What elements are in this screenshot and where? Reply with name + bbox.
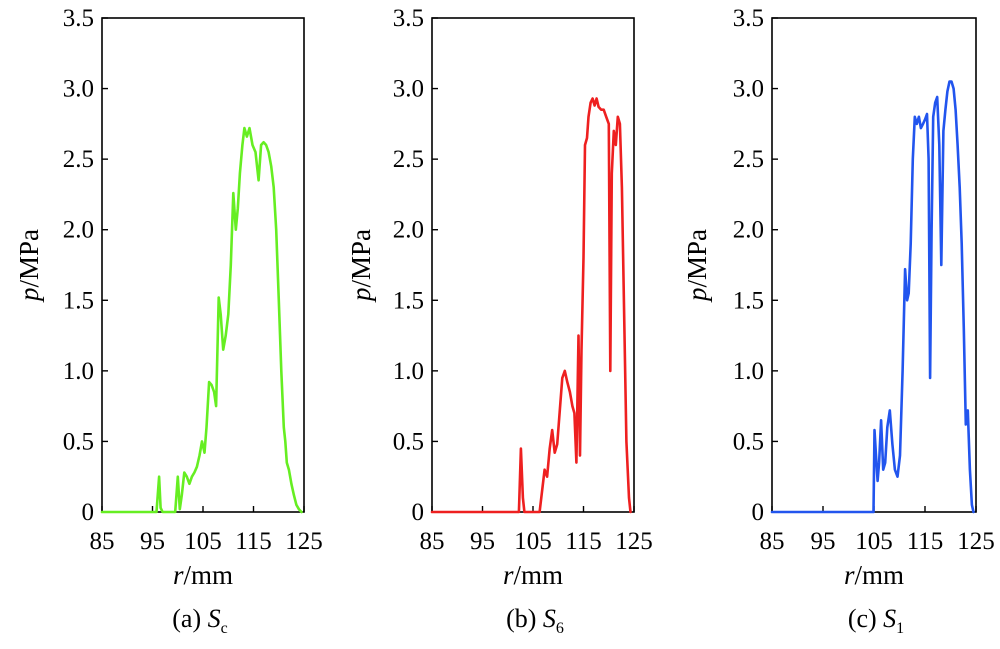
x-axis-label: r/mm <box>173 560 233 590</box>
y-tick-label: 3.5 <box>733 5 764 32</box>
y-tick-label: 2.0 <box>393 217 424 244</box>
plot-frame <box>431 17 635 513</box>
y-tick-label: 3.0 <box>733 76 764 103</box>
y-tick-label: 2.0 <box>63 217 94 244</box>
y-tick-label: 1.0 <box>393 358 424 385</box>
y-tick-label: 3.0 <box>63 76 94 103</box>
series-line <box>100 126 303 514</box>
y-tick-label: 1.0 <box>733 358 764 385</box>
x-tick-label: 105 <box>514 528 552 555</box>
y-tick-label: 0.5 <box>63 428 94 455</box>
x-axis-label: r/mm <box>503 560 563 590</box>
y-axis-label: p/MPa <box>682 229 712 303</box>
x-tick-label: 125 <box>285 528 323 555</box>
panel-caption: (b) S6 <box>506 604 564 637</box>
panel-caption: (c) S1 <box>848 604 904 637</box>
y-tick-label: 0.5 <box>733 428 764 455</box>
chart-panel-3: 0 0.5 1.0 1.5 2.0 2.5 3.0 3.5 85 95 105 115 125 r/mm p… <box>682 5 995 637</box>
y-tick-label: 2.5 <box>733 146 764 173</box>
x-tick-label: 85 <box>420 528 445 555</box>
y-tick-label: 0 <box>82 499 95 526</box>
y-tick-label: 1.0 <box>63 358 94 385</box>
x-tick-label: 95 <box>140 528 165 555</box>
chart-panel-2: 0 0.5 1.0 1.5 2.0 2.5 3.0 3.5 85 95 105 115 125 r/mm p… <box>346 5 653 637</box>
y-tick-label: 0.5 <box>393 428 424 455</box>
x-axis-label: r/mm <box>844 560 904 590</box>
y-axis-label: p/MPa <box>14 229 44 303</box>
y-tick-label: 2.5 <box>393 146 424 173</box>
series-line <box>770 80 975 514</box>
y-tick-label: 2.5 <box>63 146 94 173</box>
y-tick-label: 3.5 <box>393 5 424 32</box>
series-line <box>430 97 632 514</box>
y-tick-label: 0 <box>412 499 425 526</box>
x-tick-label: 115 <box>907 528 944 555</box>
x-tick-label: 105 <box>184 528 222 555</box>
chart-panel-1: 0 0.5 1.0 1.5 2.0 2.5 3.0 3.5 85 95 105 115 125 r/mm p… <box>14 5 323 637</box>
x-tick-label: 95 <box>811 528 836 555</box>
y-tick-label: 1.5 <box>393 287 424 314</box>
x-tick-label: 105 <box>855 528 893 555</box>
y-tick-label: 3.5 <box>63 5 94 32</box>
y-tick-label: 3.0 <box>393 76 424 103</box>
panel-caption: (a) Sc <box>172 604 227 637</box>
y-axis-label: p/MPa <box>346 229 376 303</box>
y-tick-label: 2.0 <box>733 217 764 244</box>
x-tick-label: 115 <box>235 528 272 555</box>
x-tick-label: 85 <box>90 528 115 555</box>
x-tick-label: 85 <box>760 528 785 555</box>
y-tick-label: 0 <box>752 499 765 526</box>
plot-frame <box>101 17 305 513</box>
y-tick-label: 1.5 <box>63 287 94 314</box>
x-tick-label: 125 <box>957 528 995 555</box>
x-tick-label: 95 <box>470 528 495 555</box>
y-tick-label: 1.5 <box>733 287 764 314</box>
x-tick-label: 115 <box>565 528 602 555</box>
x-tick-label: 125 <box>615 528 653 555</box>
